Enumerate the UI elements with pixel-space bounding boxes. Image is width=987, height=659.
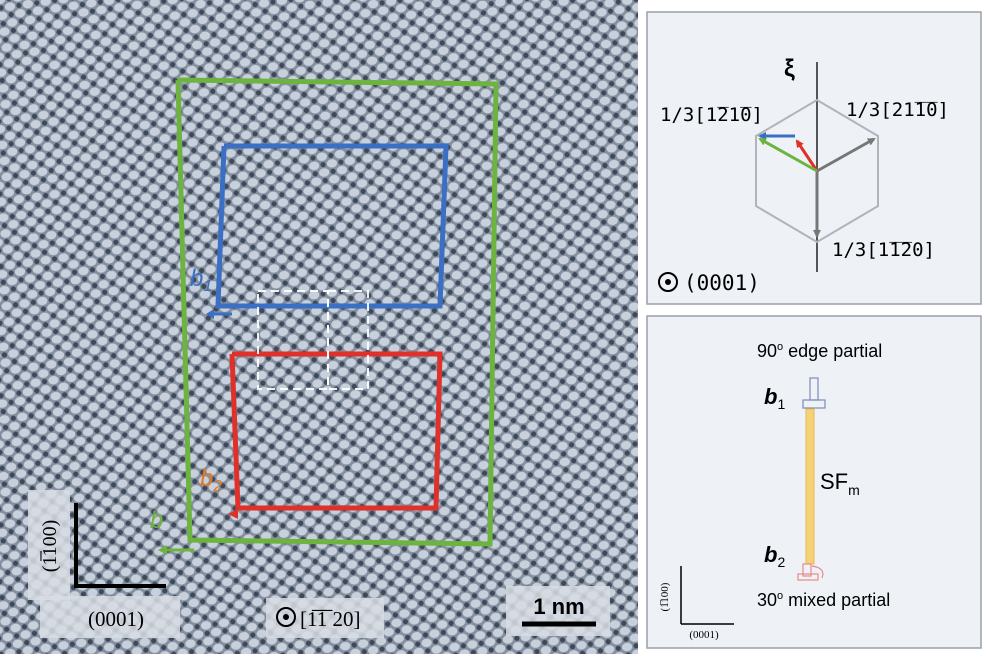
axis-label-horizontal: (0001) — [88, 607, 144, 631]
view-direction-label: [1̅1̅ 20] — [300, 607, 360, 631]
scale-bar-label: 1 nm — [533, 594, 584, 619]
label-b2: b2 — [200, 465, 222, 495]
xi-label: ξ — [784, 55, 795, 82]
burgers-vector-panel: ξ 1/3[1̅21̅0] 1/3[21̅1̅0] 1/3[1̅1̅20] (0… — [646, 11, 982, 305]
dashed-box-right — [327, 290, 369, 390]
label-b: b — [150, 507, 163, 534]
green-circuit — [175, 77, 499, 547]
label-bottom: 1/3[1̅1̅20] — [832, 239, 935, 261]
green-vector-arrow — [758, 137, 818, 173]
hexagon — [755, 98, 879, 244]
stacking-fault — [805, 408, 815, 565]
label-upper-left: 1/3[1̅21̅0] — [660, 104, 763, 126]
axis-label-vertical: (1̅100) — [39, 520, 61, 573]
dot-circle-icon — [658, 272, 678, 292]
mixed-partial-label: 30o mixed partial — [757, 590, 890, 610]
blue-burgers-arrow — [206, 309, 232, 319]
edge-partial-label: 90o edge partial — [757, 341, 882, 361]
hrtem-micrograph: b1 b2 b (1̅100) (0001) [1̅1̅ 20] 1 nm — [0, 0, 638, 654]
green-burgers-arrow — [158, 545, 194, 555]
label-b1: b1 — [190, 265, 212, 295]
axis-indicator: (1̅100) (0001) — [28, 490, 180, 638]
sf-label: SFm — [820, 469, 860, 498]
edge-dislocation-symbol — [802, 377, 826, 409]
label-b1: b1 — [764, 384, 785, 412]
lattice-image — [0, 0, 638, 654]
red-circuit — [229, 351, 443, 511]
label-b2: b2 — [764, 542, 785, 570]
label-upper-right: 1/3[21̅1̅0] — [846, 99, 949, 121]
blue-circuit — [215, 143, 449, 309]
red-vector-arrow — [795, 139, 819, 172]
gray-arrow-right — [816, 137, 876, 173]
dot-circle-icon — [276, 607, 296, 627]
scale-bar: 1 nm — [506, 586, 610, 636]
view-direction: [1̅1̅ 20] — [266, 598, 384, 638]
small-axis-indicator: (1̅100) (0001) — [659, 566, 734, 641]
partial-dislocation-panel: 90o edge partial b1 SFm b2 30o mixed par… — [646, 315, 982, 649]
red-burgers-arrow — [228, 509, 238, 519]
small-axis-vertical: (1̅100) — [659, 582, 671, 611]
view-label: (0001) — [684, 271, 760, 295]
small-axis-horizontal: (0001) — [689, 629, 719, 641]
mixed-dislocation-symbol — [797, 563, 824, 581]
